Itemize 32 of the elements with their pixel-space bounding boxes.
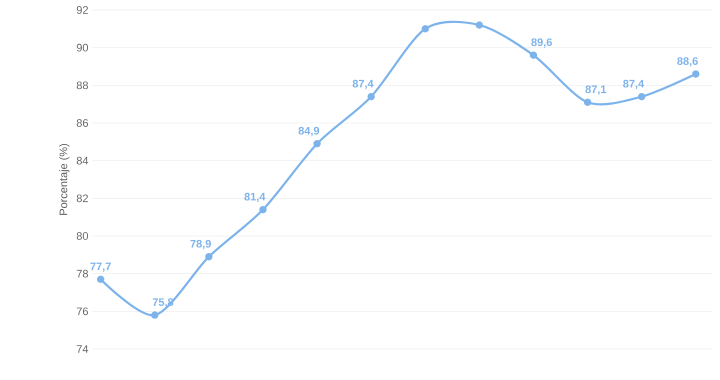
- point: [259, 206, 267, 214]
- data-label: 89,6: [531, 38, 552, 48]
- data-label: 87,4: [623, 80, 644, 90]
- y-tick-label: 74: [76, 345, 88, 353]
- data-label: 87,4: [352, 80, 374, 90]
- point: [638, 92, 646, 100]
- point: [476, 21, 484, 29]
- y-tick-label: 84: [76, 156, 88, 165]
- point: [205, 253, 213, 260]
- y-tick-label: 88: [76, 81, 88, 90]
- data-label: 88,6: [677, 57, 698, 67]
- y-tick-label: 82: [76, 194, 88, 202]
- y-axis-title: Porcentaje (%): [59, 144, 70, 215]
- point: [151, 311, 158, 319]
- y-tick-label: 92: [76, 6, 88, 14]
- data-label: 87,1: [585, 85, 606, 95]
- data-label: 77,7: [90, 262, 111, 272]
- point: [692, 70, 700, 78]
- data-label: 81,4: [244, 192, 266, 202]
- data-label: 84,9: [298, 126, 320, 136]
- data-label: 78,9: [190, 240, 211, 250]
- y-tick-label: 80: [76, 232, 88, 240]
- y-tick-label: 86: [76, 119, 88, 127]
- y-tick-label: 78: [76, 270, 88, 278]
- point: [313, 140, 321, 148]
- y-tick-label: 76: [76, 307, 88, 316]
- y-tick-label: 90: [76, 44, 88, 52]
- point: [530, 52, 538, 59]
- point: [584, 98, 592, 106]
- point: [367, 92, 375, 100]
- point: [96, 276, 104, 283]
- point: [422, 25, 429, 33]
